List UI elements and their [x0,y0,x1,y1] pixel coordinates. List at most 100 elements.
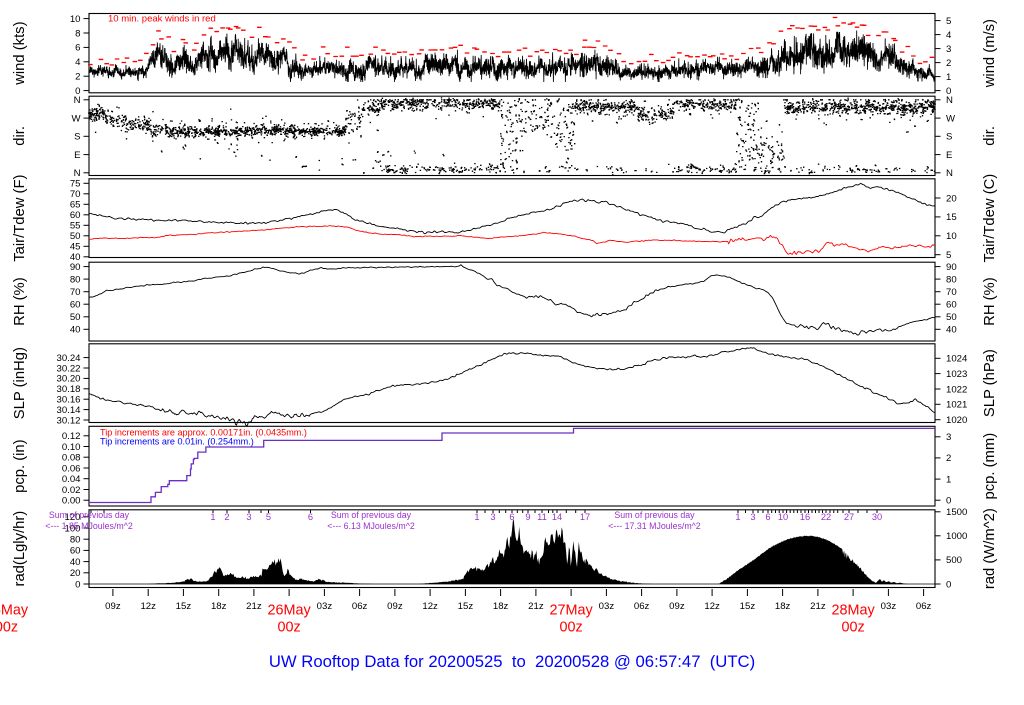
svg-text:<--- 17.31 MJoules/m^2: <--- 17.31 MJoules/m^2 [608,521,700,531]
svg-text:40: 40 [70,557,81,568]
svg-text:1020: 1020 [946,415,967,426]
svg-text:50: 50 [70,231,81,242]
svg-text:06z: 06z [634,601,650,612]
svg-text:80: 80 [70,535,81,546]
svg-text:15z: 15z [740,601,756,612]
svg-text:6: 6 [75,43,80,54]
svg-text:3: 3 [946,44,951,55]
svg-text:1021: 1021 [946,400,967,411]
svg-text:09z: 09z [387,601,403,612]
svg-text:N: N [74,168,81,179]
svg-text:W: W [946,113,956,124]
svg-text:1023: 1023 [946,369,967,380]
svg-text:03z: 03z [881,601,897,612]
svg-text:RH (%): RH (%) [982,277,998,326]
svg-text:00z: 00z [559,620,582,636]
svg-text:21z: 21z [528,601,544,612]
svg-text:12z: 12z [140,601,156,612]
svg-text:N: N [946,95,953,106]
svg-text:0.10: 0.10 [62,442,81,453]
svg-text:5: 5 [946,250,951,261]
svg-text:27May: 27May [549,603,593,619]
svg-text:25May: 25May [0,603,29,619]
svg-text:4: 4 [946,30,952,41]
svg-text:2: 2 [946,58,951,69]
svg-text:50: 50 [946,312,957,323]
svg-text:0: 0 [946,86,951,97]
svg-text:rad(Lgly/hr): rad(Lgly/hr) [12,511,28,587]
svg-text:1: 1 [210,512,215,522]
svg-text:0.06: 0.06 [62,463,81,474]
svg-text:20: 20 [946,193,957,204]
svg-text:55: 55 [70,221,81,232]
svg-text:0: 0 [946,579,951,590]
svg-text:1: 1 [474,512,479,522]
svg-text:21z: 21z [810,601,826,612]
svg-text:dir.: dir. [12,126,28,146]
svg-text:3: 3 [490,512,495,522]
svg-text:0.08: 0.08 [62,453,81,464]
svg-text:SLP (hPa): SLP (hPa) [982,349,998,417]
svg-text:3: 3 [246,512,251,522]
svg-text:00z: 00z [277,620,300,636]
svg-text:100: 100 [64,523,80,534]
svg-text:22: 22 [821,512,831,522]
svg-text:30.24: 30.24 [56,353,81,364]
svg-text:Sum of previous day: Sum of previous day [614,510,695,520]
svg-text:16: 16 [800,512,810,522]
svg-text:00z: 00z [841,620,864,636]
svg-text:60: 60 [70,300,81,311]
svg-text:60: 60 [946,300,957,311]
svg-text:6: 6 [765,512,770,522]
svg-text:0: 0 [75,579,80,590]
svg-text:S: S [946,132,952,143]
svg-text:90: 90 [70,262,81,273]
svg-text:E: E [946,150,952,161]
svg-text:UW Rooftop Data for 20200525: UW Rooftop Data for 20200525 to 20200528… [269,652,755,671]
svg-text:1500: 1500 [946,507,967,518]
svg-text:Tair/Tdew (F): Tair/Tdew (F) [12,175,28,262]
svg-text:17: 17 [580,512,590,522]
svg-text:Tip increments are 0.01in. (0.: Tip increments are 0.01in. (0.254mm.) [100,436,254,446]
svg-text:Sum of previous day: Sum of previous day [49,510,130,520]
svg-text:15z: 15z [176,601,192,612]
svg-text:500: 500 [946,555,962,566]
svg-text:18z: 18z [775,601,791,612]
svg-text:0: 0 [946,496,951,507]
svg-text:40: 40 [70,325,81,336]
svg-text:60: 60 [70,546,81,557]
svg-text:10: 10 [70,14,81,25]
svg-text:RH (%): RH (%) [12,277,28,326]
svg-text:40: 40 [946,325,957,336]
svg-text:50: 50 [70,312,81,323]
svg-text:70: 70 [946,287,957,298]
svg-text:80: 80 [70,274,81,285]
svg-text:28May: 28May [831,603,875,619]
svg-text:27: 27 [844,512,854,522]
svg-text:65: 65 [70,200,81,211]
svg-text:06z: 06z [916,601,932,612]
svg-text:Tair/Tdew (C): Tair/Tdew (C) [982,174,998,263]
svg-text:03z: 03z [317,601,333,612]
svg-text:70: 70 [70,189,81,200]
svg-text:06z: 06z [352,601,368,612]
svg-text:5: 5 [266,512,271,522]
svg-text:1: 1 [735,512,740,522]
svg-text:12z: 12z [704,601,720,612]
svg-text:11: 11 [537,512,547,522]
svg-text:S: S [74,132,80,143]
svg-text:Sum of previous day: Sum of previous day [331,510,412,520]
svg-text:70: 70 [70,287,81,298]
svg-text:0.04: 0.04 [62,474,81,485]
svg-text:10 min. peak winds in red: 10 min. peak winds in red [108,14,216,25]
svg-text:rad (W/m^2): rad (W/m^2) [982,508,998,589]
svg-text:120: 120 [64,512,80,523]
svg-text:30: 30 [872,512,882,522]
svg-text:30.20: 30.20 [56,374,80,385]
svg-text:6: 6 [509,512,514,522]
svg-text:6: 6 [308,512,313,522]
svg-text:5: 5 [946,16,951,27]
svg-text:09z: 09z [105,601,121,612]
svg-text:1: 1 [946,474,951,485]
svg-text:30.14: 30.14 [56,405,81,416]
